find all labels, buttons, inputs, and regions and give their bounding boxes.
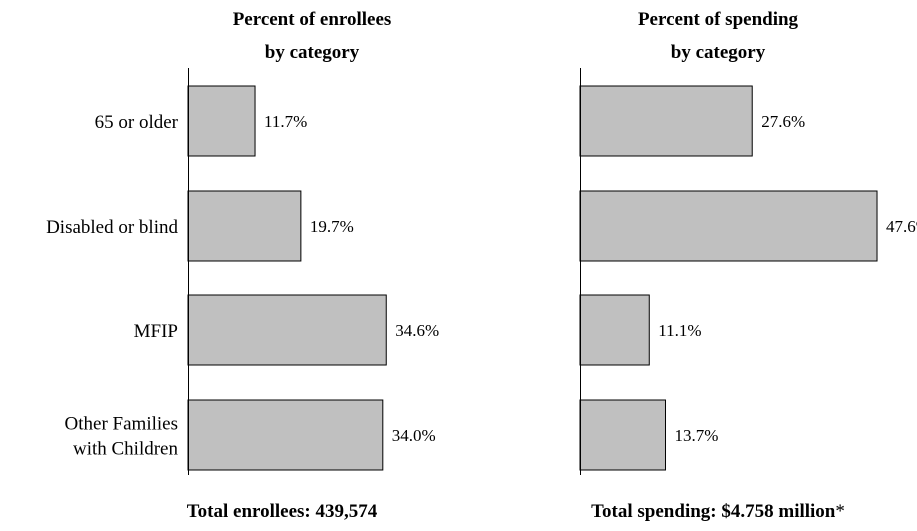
bar — [579, 190, 878, 262]
bar — [579, 294, 650, 366]
bar — [187, 294, 387, 366]
chart-title-line: by category — [265, 42, 360, 63]
category-label: Disabled or blind — [46, 217, 178, 238]
value-label: 19.7% — [310, 217, 354, 236]
bar — [187, 399, 384, 471]
value-label: 11.7% — [264, 112, 307, 131]
chart-footer: Total enrollees: 439,574 — [187, 501, 378, 522]
value-label: 11.1% — [658, 321, 701, 340]
category-label: Other Families — [65, 414, 178, 435]
value-label: 34.6% — [395, 321, 439, 340]
value-label: 47.6% — [886, 217, 917, 236]
chart-title-line: Percent of enrollees — [233, 9, 392, 30]
bar — [187, 85, 256, 157]
chart-footer-text: Total spending: $4.758 million — [591, 501, 836, 522]
bar — [579, 399, 666, 471]
category-label: 65 or older — [95, 112, 179, 133]
footnote-mark: * — [835, 501, 845, 522]
value-label: 27.6% — [761, 112, 805, 131]
chart-title-line: by category — [671, 42, 766, 63]
bar — [187, 190, 302, 262]
category-label: with Children — [73, 439, 179, 460]
value-label: 34.0% — [392, 426, 436, 445]
category-label: MFIP — [134, 321, 178, 342]
chart-footer-text: Total enrollees: 439,574 — [187, 501, 378, 522]
value-label: 13.7% — [674, 426, 718, 445]
bar — [579, 85, 753, 157]
chart-footer: Total spending: $4.758 million* — [591, 501, 845, 522]
chart-title-line: Percent of spending — [638, 9, 799, 30]
